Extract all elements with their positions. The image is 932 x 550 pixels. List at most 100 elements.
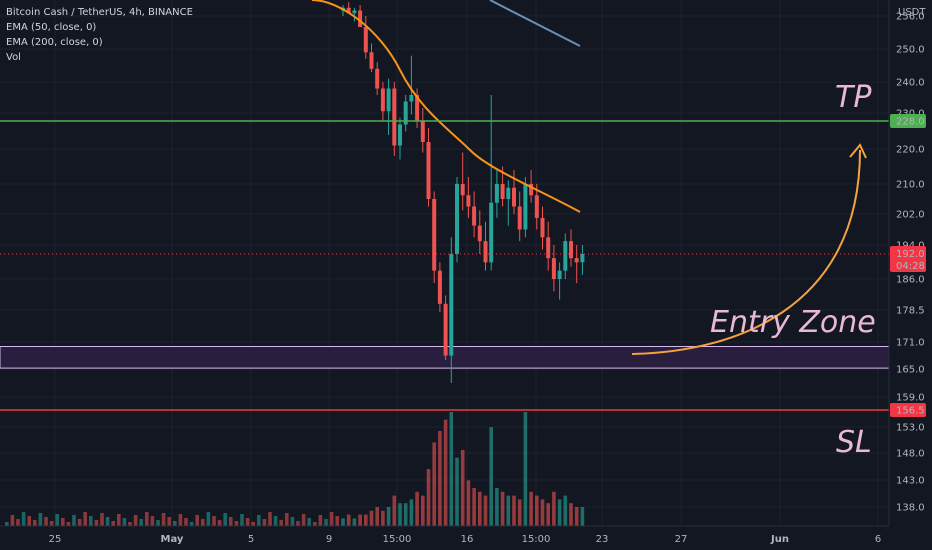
price-tick-label: 186.0 (896, 275, 925, 286)
candles-series (341, 2, 585, 383)
volume-bar (546, 503, 550, 526)
candle-body (574, 258, 579, 263)
ema50-line (311, 0, 581, 213)
volume-bar (381, 510, 385, 526)
candle-body (500, 184, 505, 199)
volume-bar (455, 457, 459, 526)
volume-bar (111, 521, 115, 526)
volume-bar (257, 515, 261, 526)
price-tick-label: 165.0 (896, 365, 925, 376)
symbol-title[interactable]: Bitcoin Cash / TetherUS, 4h, BINANCE (6, 7, 193, 18)
volume-bar (133, 515, 138, 526)
volume-bar (324, 519, 328, 526)
price-tick-label: 240.0 (896, 78, 925, 89)
candle-body (466, 195, 471, 207)
price-tick-label: 210.0 (896, 180, 925, 191)
volume-bar (580, 507, 585, 526)
candle-body (455, 184, 459, 254)
volume-bar (563, 495, 568, 526)
time-tick-label: 15:00 (383, 534, 412, 545)
volume-bar (432, 442, 436, 526)
volume-bar (466, 480, 471, 526)
price-tick-label: 250.0 (896, 45, 925, 56)
volume-bar (229, 517, 233, 526)
indicator-ema200[interactable]: EMA (200, close, 0) (6, 37, 103, 48)
last-price-label: 192.0 (896, 249, 925, 260)
volume-bar (77, 519, 82, 526)
candle-body (403, 101, 408, 125)
candle-body (494, 184, 499, 203)
sl-price-badge: 156.5 (890, 403, 926, 417)
price-tick-label: 220.0 (896, 145, 925, 156)
volume-bar (369, 510, 374, 526)
price-tick-label: 153.0 (896, 423, 925, 434)
volume-bar (529, 491, 533, 526)
volume-bar (415, 491, 419, 526)
time-tick-label: 16 (461, 534, 474, 545)
volume-bar (105, 517, 110, 526)
candle-body (380, 88, 385, 112)
candle-body (534, 195, 539, 218)
indicator-volume[interactable]: Vol (6, 52, 21, 63)
volume-bar (234, 521, 239, 526)
volume-bar (206, 512, 211, 526)
volume-bar (145, 512, 149, 526)
volume-bar (83, 512, 87, 526)
indicator-ema50[interactable]: EMA (50, close, 0) (6, 22, 97, 33)
candle-body (352, 10, 357, 14)
volume-bar (189, 522, 194, 526)
volume-bar (139, 519, 143, 526)
candle-body (529, 184, 534, 196)
volume-bar (375, 507, 379, 526)
time-axis[interactable]: 25 May 5 9 15:00 16 15:00 23 27 Jun 6 (0, 525, 889, 545)
candle-body (477, 225, 482, 242)
candle-body (369, 52, 374, 69)
volume-bar (89, 516, 93, 526)
candle-body (449, 254, 454, 356)
volume-bar (346, 514, 351, 526)
candle-body (489, 202, 494, 263)
volume-bar (16, 519, 20, 526)
time-tick-label: May (161, 534, 184, 545)
volume-bar (364, 514, 368, 526)
volume-bar (398, 503, 402, 526)
volume-bar (5, 522, 9, 526)
candle-body (409, 95, 414, 102)
price-tick-label: 138.0 (896, 503, 925, 514)
volume-bar (240, 514, 244, 526)
volume-bar (557, 499, 562, 526)
candle-body (443, 303, 448, 356)
candle-body (483, 241, 488, 263)
candle-body (569, 241, 573, 259)
price-tick-label: 178.5 (896, 306, 925, 317)
volume-bar (178, 514, 183, 526)
volume-bar (117, 514, 121, 526)
candle-body (432, 199, 437, 271)
volume-bar (100, 513, 104, 526)
volume-bar (167, 517, 171, 526)
time-tick-label: 23 (596, 534, 609, 545)
price-axis-currency: USDT (898, 7, 926, 18)
volume-bar (273, 516, 278, 526)
volume-bar (21, 512, 26, 526)
candle-body (557, 270, 562, 279)
volume-bar (33, 520, 37, 526)
candle-body (523, 184, 528, 230)
chart-legend: Bitcoin Cash / TetherUS, 4h, BINANCE EMA… (6, 5, 193, 65)
volume-bar (552, 491, 556, 526)
target-arrow-head-icon (849, 143, 867, 159)
volume-bar (352, 518, 357, 526)
candle-body (540, 217, 545, 238)
volume-bar (500, 491, 505, 526)
volume-bar (296, 521, 300, 526)
volume-bar (517, 499, 522, 526)
annotation-tp: TP (835, 80, 872, 115)
volume-bar (201, 519, 205, 526)
price-tick-label: 148.0 (896, 449, 925, 460)
volume-bar (569, 503, 573, 526)
volume-bar (449, 412, 454, 526)
volume-bar (161, 513, 166, 526)
time-tick-label: 25 (49, 534, 62, 545)
